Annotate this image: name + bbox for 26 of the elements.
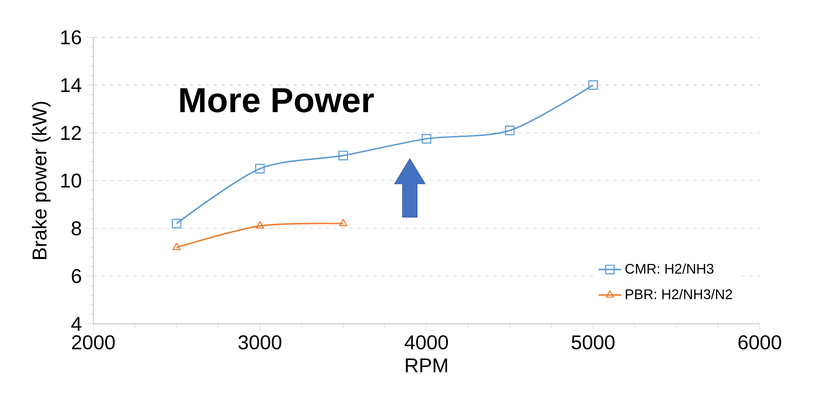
x-tick-label: 4000 <box>404 335 448 350</box>
y-tick-label: 8 <box>72 221 82 236</box>
y-tick-label: 14 <box>61 78 82 92</box>
y-tick-label: 4 <box>71 317 82 331</box>
point <box>422 134 432 144</box>
point <box>172 242 181 250</box>
point <box>255 164 265 174</box>
annotation: More Power <box>180 88 374 113</box>
point <box>256 221 264 229</box>
point <box>172 218 182 228</box>
x-tick-label: 3000 <box>238 335 282 350</box>
y-tick-label: 6 <box>72 269 82 284</box>
y-tick-label: 12 <box>61 126 81 140</box>
point <box>338 150 348 160</box>
y-tick-label: 16 <box>61 30 82 44</box>
x-tick-label: 2000 <box>72 335 115 350</box>
y-axis-title: Brake power (kW) <box>32 102 51 260</box>
x-tick-label: 6000 <box>738 335 782 350</box>
legend-label: CMR: H2/NH3 <box>625 264 714 274</box>
point <box>504 126 515 136</box>
x-axis-title: RPM <box>406 358 448 372</box>
legend-label: PBR: H2/NH3/N2 <box>626 289 732 300</box>
point <box>588 80 598 90</box>
y-tick-label: 10 <box>61 174 82 188</box>
point <box>338 218 348 226</box>
x-tick-label: 5000 <box>572 335 615 350</box>
